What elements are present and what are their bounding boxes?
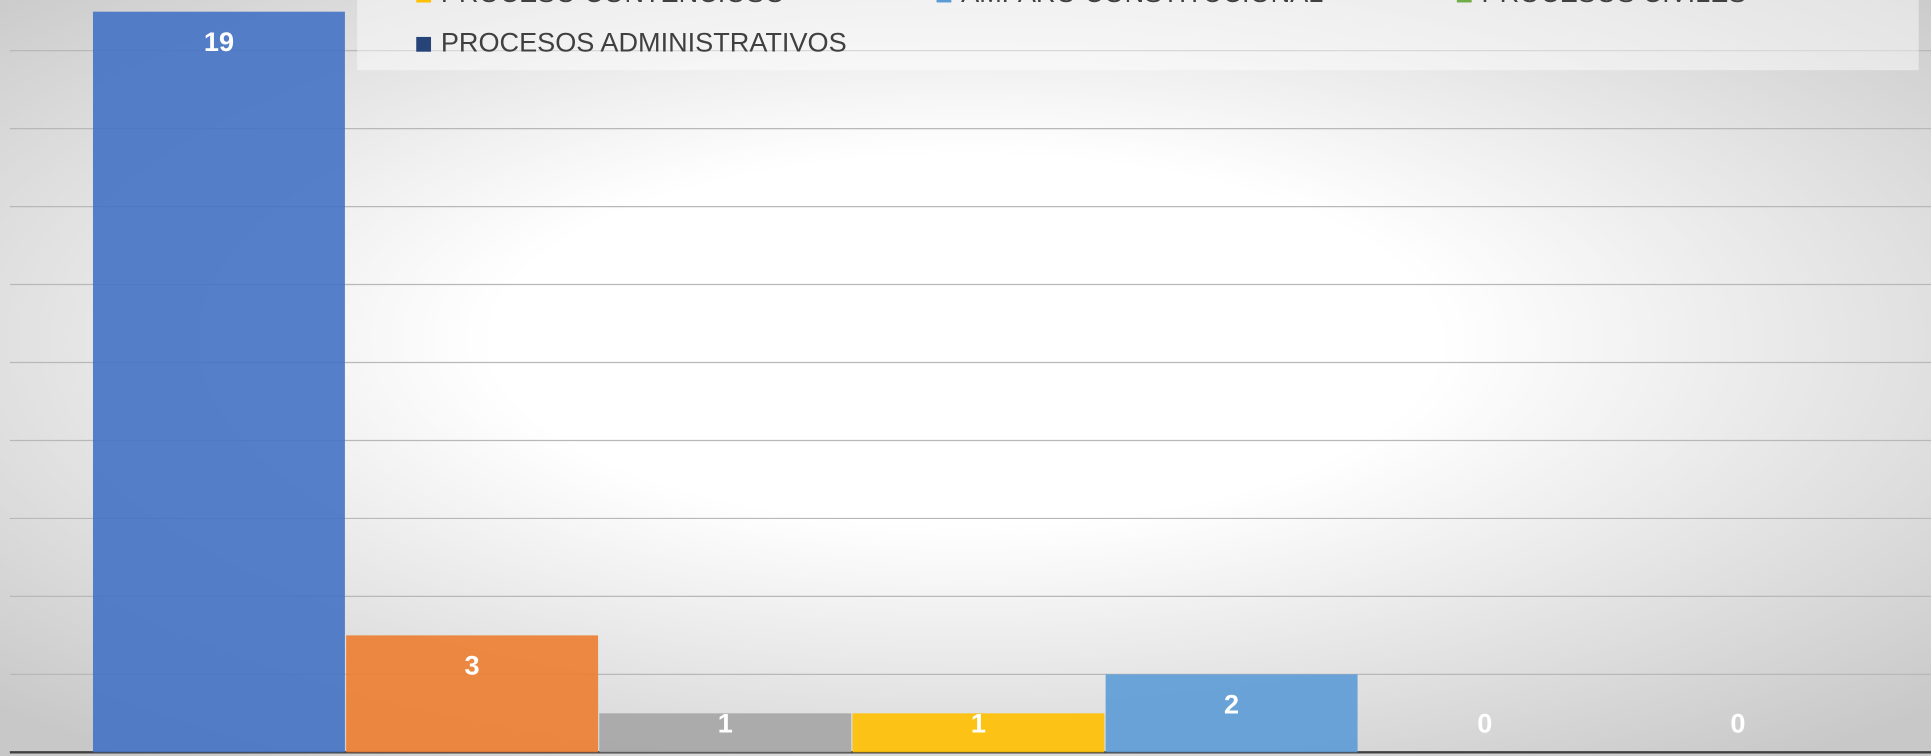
data-label: 1 <box>971 707 986 738</box>
legend-swatch <box>1456 0 1472 3</box>
legend-label: PROCESOS CIVILES <box>1482 0 1747 8</box>
bar <box>599 713 852 753</box>
data-label: 2 <box>1224 689 1239 720</box>
legend-swatch <box>936 0 952 3</box>
legend-label: PROCESOS ADMINISTRATIVOS <box>441 26 847 57</box>
data-label: 0 <box>1477 707 1492 738</box>
legend-label: AMPARO CONSTITUCIONAL <box>961 0 1323 8</box>
data-label: 19 <box>204 26 234 57</box>
legend-swatch <box>416 0 432 3</box>
legend-swatch <box>416 36 432 52</box>
data-label: 1 <box>718 707 733 738</box>
bar <box>92 11 345 753</box>
bar <box>852 713 1105 753</box>
bar <box>346 635 599 753</box>
data-label: 3 <box>465 650 480 681</box>
bar <box>1105 674 1358 753</box>
legend-box <box>357 0 1919 71</box>
data-label: 0 <box>1730 707 1745 738</box>
legend-label: PROCESO CONTENCIOSO <box>441 0 786 8</box>
